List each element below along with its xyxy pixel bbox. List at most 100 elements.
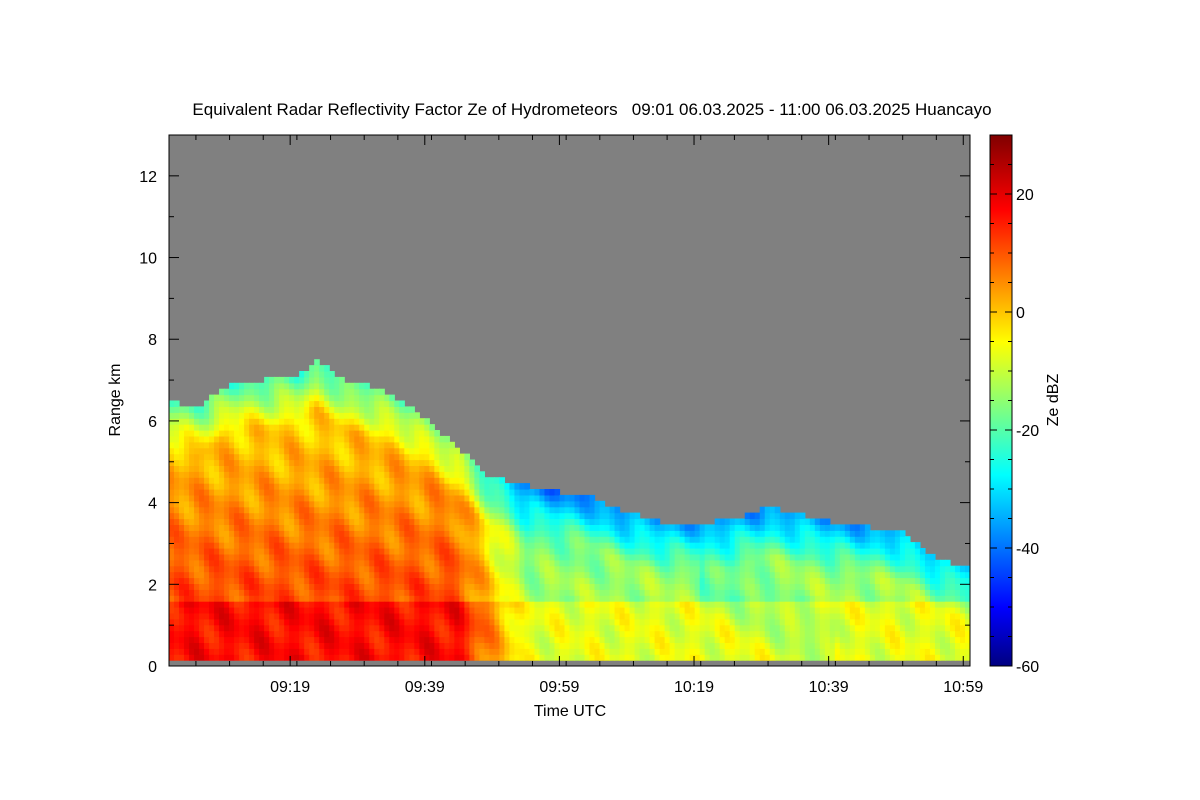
reflectivity-cell [859,548,866,555]
reflectivity-cell [189,654,195,661]
reflectivity-cell [534,530,541,537]
reflectivity-cell [709,636,716,643]
reflectivity-cell [389,565,395,573]
reflectivity-cell [474,524,480,531]
reflectivity-cell [734,583,741,590]
reflectivity-cell [374,494,380,502]
reflectivity-cell [179,518,185,525]
reflectivity-cell [449,524,455,531]
reflectivity-cell [814,577,821,584]
reflectivity-cell [169,565,175,573]
reflectivity-cell [219,435,225,443]
reflectivity-cell [834,636,841,643]
reflectivity-cell [774,654,781,661]
reflectivity-cell [259,548,265,555]
reflectivity-cell [219,654,225,661]
reflectivity-cell [584,530,591,537]
reflectivity-cell [494,500,501,508]
reflectivity-cell [839,542,846,549]
reflectivity-cell [519,542,526,549]
reflectivity-cell [554,583,561,590]
reflectivity-cell [439,536,445,543]
reflectivity-cell [434,618,440,626]
reflectivity-cell [474,494,480,502]
reflectivity-cell [709,589,716,596]
reflectivity-cell [299,418,305,425]
reflectivity-cell [579,506,586,514]
reflectivity-cell [454,654,460,661]
reflectivity-cell [909,577,916,584]
reflectivity-cell [279,430,285,437]
reflectivity-cell [614,536,621,543]
reflectivity-cell [364,483,370,490]
reflectivity-cell [804,559,811,567]
reflectivity-cell [479,636,485,643]
reflectivity-cell [789,654,796,661]
reflectivity-cell [324,636,330,643]
reflectivity-cell [299,636,305,643]
reflectivity-cell [539,506,546,514]
reflectivity-cell [224,471,230,478]
reflectivity-cell [184,489,190,496]
reflectivity-cell [579,583,586,590]
reflectivity-cell [179,489,185,496]
reflectivity-cell [439,483,445,490]
reflectivity-cell [319,601,325,608]
reflectivity-cell [869,583,876,590]
reflectivity-cell [279,654,285,661]
reflectivity-cell [299,571,305,579]
reflectivity-cell [234,441,240,449]
reflectivity-cell [304,624,310,632]
reflectivity-cell [884,618,891,626]
reflectivity-cell [529,630,536,638]
reflectivity-cell [409,636,415,643]
reflectivity-cell [539,512,546,520]
reflectivity-cell [324,548,330,555]
reflectivity-cell [319,571,325,579]
reflectivity-cell [594,542,601,549]
reflectivity-cell [544,530,551,537]
reflectivity-cell [454,500,460,508]
reflectivity-cell [399,494,405,502]
reflectivity-cell [834,571,841,579]
reflectivity-cell [209,506,215,514]
reflectivity-cell [714,589,721,596]
reflectivity-cell [344,553,350,561]
reflectivity-cell [634,518,641,525]
reflectivity-cell [419,524,425,531]
reflectivity-cell [314,465,320,472]
reflectivity-cell [294,477,300,484]
reflectivity-cell [259,483,265,490]
reflectivity-cell [359,624,365,632]
reflectivity-cell [439,548,445,555]
reflectivity-cell [474,565,480,573]
reflectivity-cell [424,518,430,525]
reflectivity-cell [209,630,215,638]
reflectivity-cell [369,654,375,661]
reflectivity-cell [729,583,736,590]
reflectivity-cell [789,601,796,608]
reflectivity-cell [554,595,561,602]
reflectivity-cell [444,506,450,514]
reflectivity-cell [569,618,576,626]
reflectivity-cell [434,654,440,661]
reflectivity-cell [399,483,405,490]
reflectivity-cell [504,494,511,502]
reflectivity-cell [239,654,245,661]
reflectivity-cell [354,435,360,443]
reflectivity-cell [824,612,831,620]
reflectivity-cell [234,571,240,579]
reflectivity-cell [869,571,876,579]
reflectivity-cell [704,548,711,555]
reflectivity-cell [339,418,345,425]
reflectivity-cell [514,494,521,502]
reflectivity-cell [734,601,741,608]
reflectivity-cell [269,435,275,443]
reflectivity-cell [399,447,405,455]
reflectivity-cell [279,624,285,632]
reflectivity-cell [654,565,661,573]
reflectivity-cell [494,601,501,608]
reflectivity-cell [534,494,541,502]
reflectivity-cell [734,648,741,655]
reflectivity-cell [359,518,365,525]
